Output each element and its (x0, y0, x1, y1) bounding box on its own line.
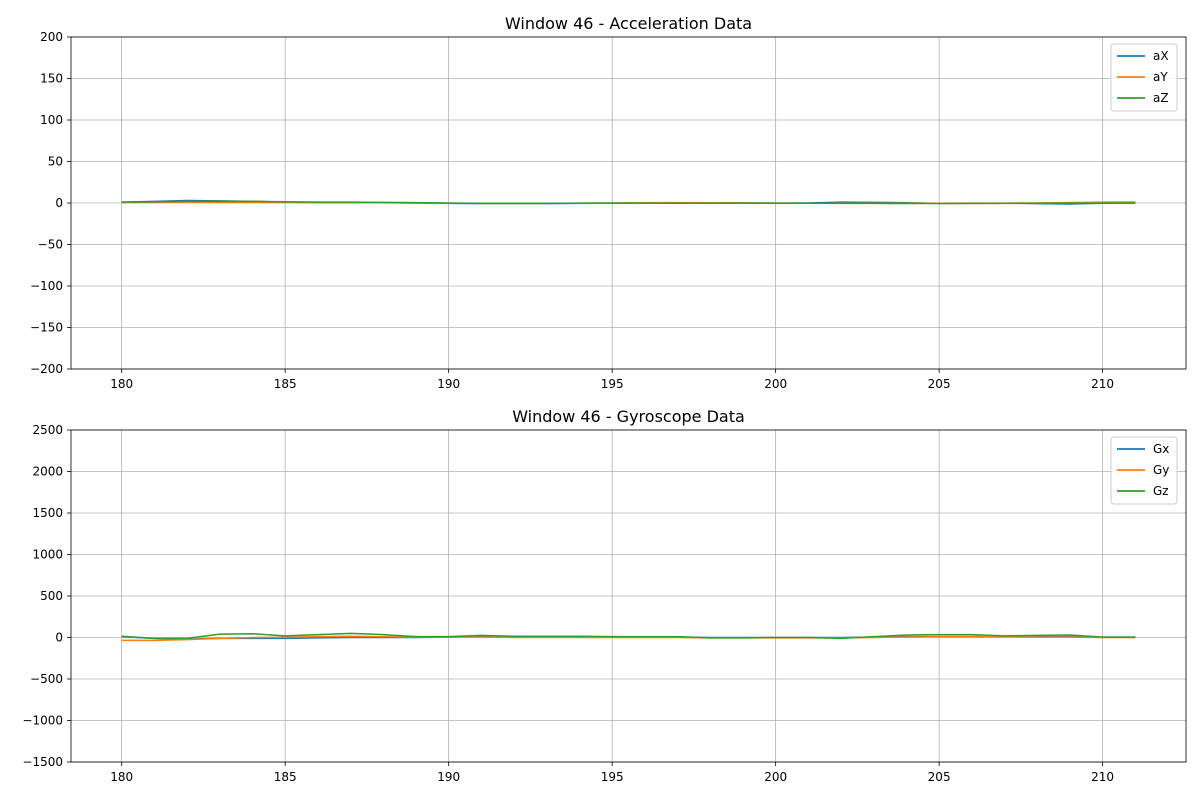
acceleration-y-tick-label: −100 (30, 279, 63, 293)
gyroscope-legend: Gx Gy Gz (1110, 436, 1178, 505)
gyroscope-legend-label-Gy: Gy (1153, 463, 1169, 477)
acceleration-legend-label-aX: aX (1153, 49, 1169, 63)
gyroscope-plot: Window 46 - Gyroscope Data 180 185 190 195 20… (22, 407, 1187, 784)
gyroscope-y-tick-label: 2500 (32, 423, 63, 437)
acceleration-y-tick-label: 50 (48, 155, 63, 169)
gyroscope-y-tick-label: 0 (55, 631, 63, 645)
gyroscope-y-tick-label: −1500 (22, 755, 63, 769)
gyroscope-y-tick-label: 1500 (32, 506, 63, 520)
gyroscope-series-line-Gy (121, 635, 1136, 642)
gyroscope-y-tick-label: 500 (40, 589, 63, 603)
gyroscope-x-tick-label: 190 (437, 770, 460, 784)
acceleration-y-tick-label: 200 (40, 30, 63, 44)
gyroscope-chart-title: Window 46 - Gyroscope Data (512, 407, 745, 426)
gyroscope-series-line-Gz (121, 632, 1136, 640)
acceleration-y-tick-label: −50 (38, 238, 63, 252)
gyroscope-x-tick-label: 180 (110, 770, 133, 784)
gyroscope-legend-label-Gz: Gz (1153, 484, 1169, 498)
acceleration-legend: aX aY aZ (1110, 43, 1178, 112)
acceleration-x-tick-label: 200 (764, 377, 787, 391)
acceleration-legend-label-aZ: aZ (1153, 91, 1169, 105)
gyroscope-x-tick-label: 200 (764, 770, 787, 784)
acceleration-x-tick-label: 210 (1091, 377, 1114, 391)
gyroscope-x-tick-label: 205 (928, 770, 951, 784)
gyroscope-x-tick-label: 185 (274, 770, 297, 784)
acceleration-y-tick-label: 100 (40, 113, 63, 127)
gyroscope-y-tick-label: −500 (30, 672, 63, 686)
acceleration-legend-label-aY: aY (1153, 70, 1168, 84)
gyroscope-x-tick-label: 195 (601, 770, 624, 784)
acceleration-series-line-aZ (121, 200, 1136, 205)
acceleration-y-tick-label: 0 (55, 196, 63, 210)
acceleration-x-tick-label: 205 (928, 377, 951, 391)
gyroscope-y-tick-label: 2000 (32, 465, 63, 479)
acceleration-x-tick-label: 190 (437, 377, 460, 391)
acceleration-y-tick-label: −150 (30, 321, 63, 335)
acceleration-y-tick-label: 150 (40, 72, 63, 86)
acceleration-y-tick-label: −200 (30, 362, 63, 376)
gyroscope-y-tick-label: 1000 (32, 548, 63, 562)
acceleration-x-tick-label: 180 (110, 377, 133, 391)
acceleration-x-tick-label: 195 (601, 377, 624, 391)
acceleration-plot: Window 46 - Acceleration Data 180 185 190 19… (30, 14, 1187, 391)
gyroscope-x-tick-label: 210 (1091, 770, 1114, 784)
gyroscope-y-tick-label: −1000 (22, 714, 63, 728)
acceleration-chart-title: Window 46 - Acceleration Data (505, 14, 752, 33)
gyroscope-legend-label-Gx: Gx (1153, 442, 1169, 456)
acceleration-x-tick-label: 185 (274, 377, 297, 391)
